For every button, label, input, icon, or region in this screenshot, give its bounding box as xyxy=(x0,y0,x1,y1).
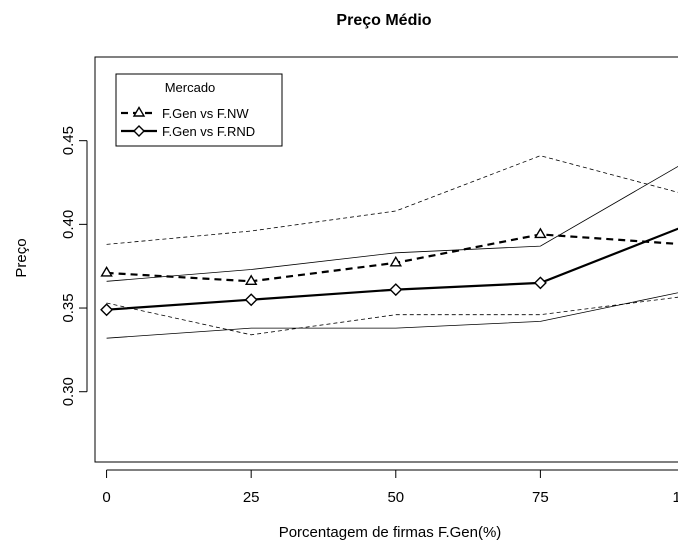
data-point-rnd xyxy=(389,283,403,297)
lower-band-rnd xyxy=(106,292,678,339)
data-point-rnd xyxy=(100,303,114,317)
legend-title: Mercado xyxy=(165,80,216,95)
y-tick-label: 0.35 xyxy=(60,293,77,322)
data-point-nw xyxy=(100,266,113,277)
upper-band-rnd xyxy=(106,165,678,282)
chart-title: Preço Médio xyxy=(336,12,431,29)
x-axis-label: Porcentagem de firmas F.Gen(%) xyxy=(279,524,502,541)
x-tick-label: 0 xyxy=(102,489,110,506)
data-point-nw xyxy=(389,255,403,267)
x-tick-label: 50 xyxy=(387,489,404,506)
legend-triangle-marker xyxy=(132,106,146,117)
series-lines xyxy=(106,227,678,311)
upper-band-nw xyxy=(106,155,678,245)
y-tick-label: 0.30 xyxy=(60,377,77,406)
x-axis: 0 25 50 75 100 xyxy=(102,469,678,506)
confidence-bands xyxy=(106,155,678,339)
y-tick-label: 0.45 xyxy=(60,126,77,155)
series-markers xyxy=(100,227,547,317)
series-line-rnd xyxy=(106,227,678,311)
plot-frame xyxy=(94,56,678,463)
legend-entry-nw: F.Gen vs F.NW xyxy=(162,106,249,121)
x-tick-label: 75 xyxy=(532,489,549,506)
y-tick-label: 0.40 xyxy=(60,210,77,239)
data-point-rnd xyxy=(244,293,258,307)
legend-entry-rnd: F.Gen vs F.RND xyxy=(162,124,255,139)
data-point-nw xyxy=(244,274,258,285)
x-tick-label: 25 xyxy=(243,489,260,506)
legend: Mercado F.Gen vs F.NW F.Gen vs F.RND xyxy=(115,73,283,147)
y-axis-label: Preço xyxy=(13,238,30,277)
x-tick-label: 100 xyxy=(672,489,678,506)
legend-box xyxy=(115,73,283,147)
data-point-nw xyxy=(534,227,547,239)
data-point-rnd xyxy=(533,276,547,290)
legend-diamond-marker xyxy=(133,125,145,137)
lower-band-nw xyxy=(106,296,678,336)
y-axis: 0.30 0.35 0.40 0.45 xyxy=(60,126,88,406)
